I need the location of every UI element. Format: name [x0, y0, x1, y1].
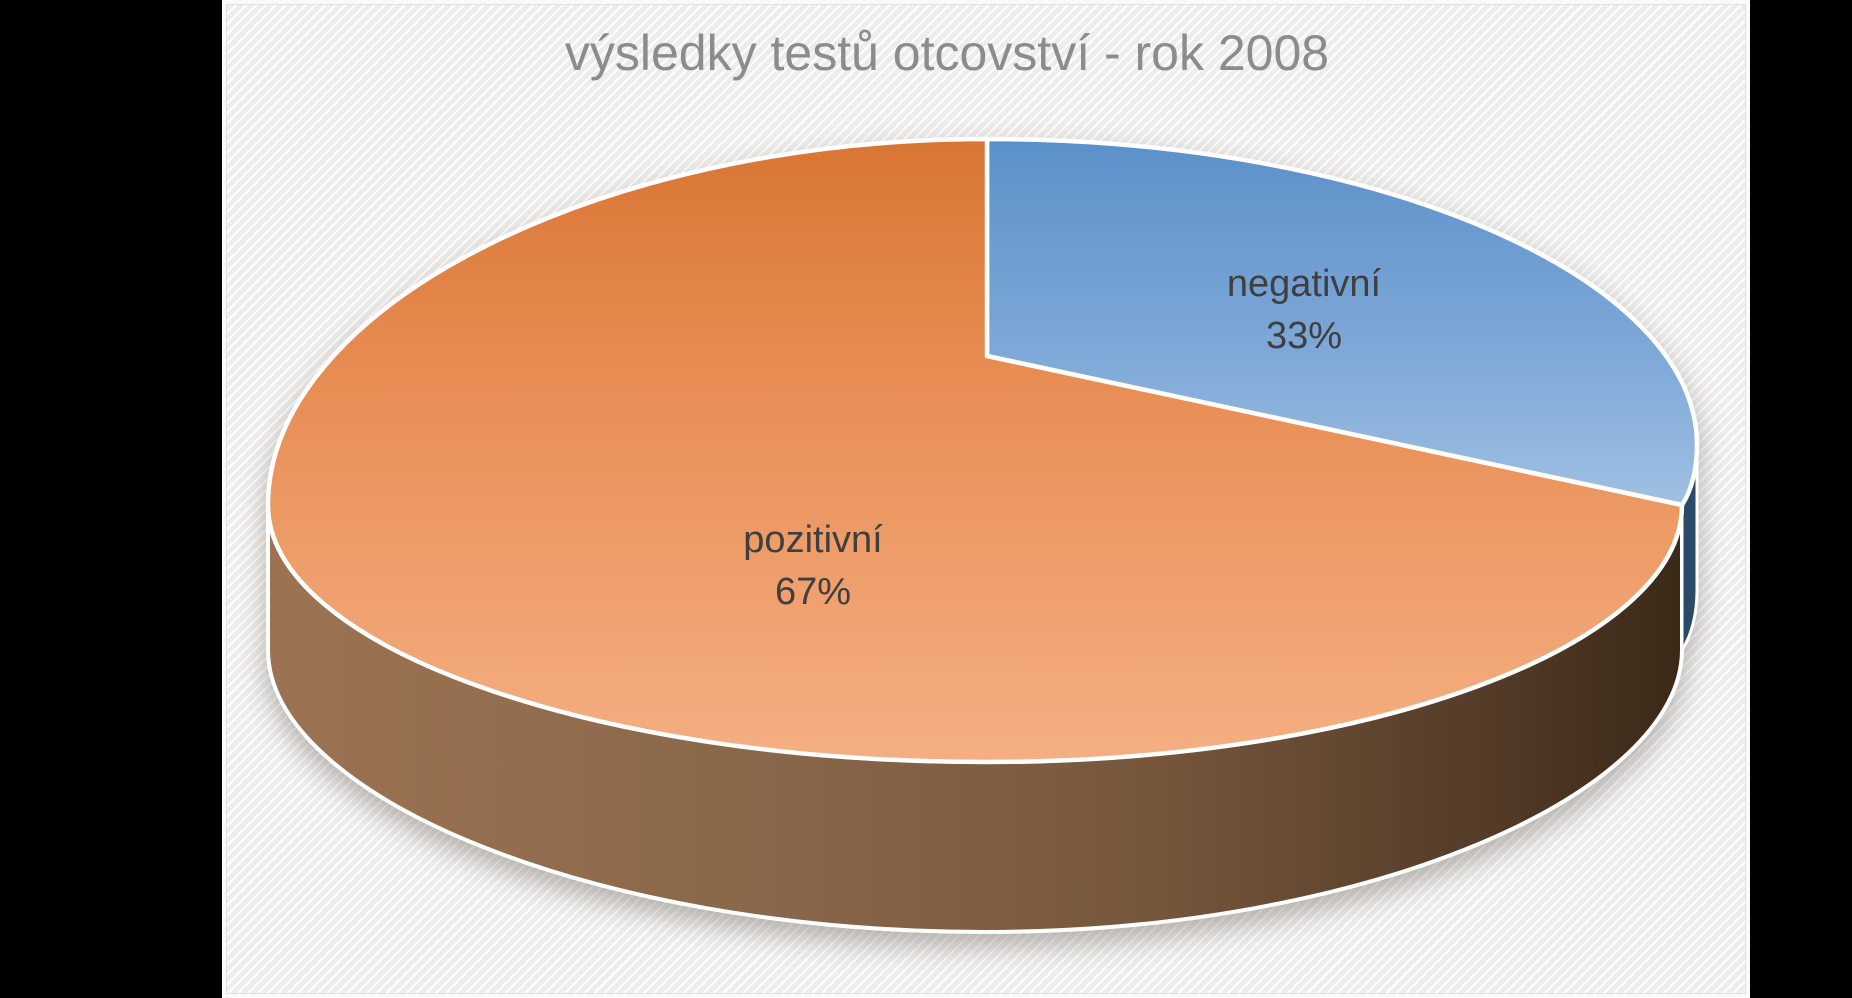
letterbox-right — [1750, 0, 1852, 998]
data-label-positive-name: pozitivní — [743, 519, 883, 561]
pie-slice-positive-top — [265, 136, 1685, 765]
data-label-negative-percent: 33% — [1265, 315, 1343, 357]
data-label-negative-name: negativní — [1226, 263, 1382, 305]
pie-chart-svg — [265, 136, 1700, 934]
pie-slice-negative-top — [984, 136, 1700, 508]
chart-title: výsledky testů otcovství - rok 2008 — [564, 25, 1330, 81]
data-label-negative: negativní 33% — [1134, 258, 1474, 362]
data-label-positive: pozitivní 67% — [643, 514, 983, 618]
letterbox-left — [0, 0, 222, 998]
data-label-positive-percent: 67% — [774, 571, 852, 613]
